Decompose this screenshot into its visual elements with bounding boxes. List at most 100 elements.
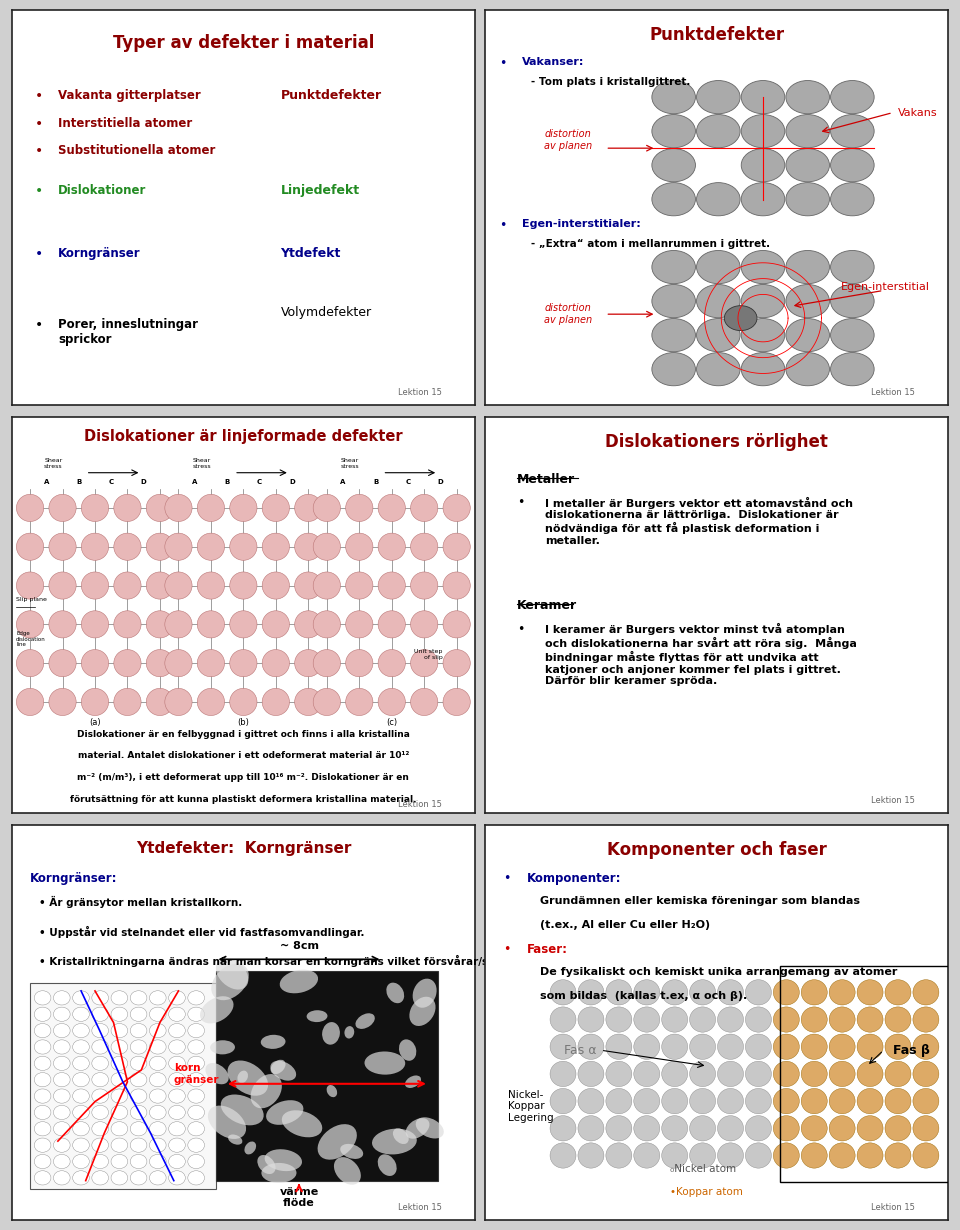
Ellipse shape [188, 1073, 204, 1087]
Text: Dislokationer är linjeformade defekter: Dislokationer är linjeformade defekter [84, 429, 402, 444]
Ellipse shape [725, 306, 757, 331]
Ellipse shape [188, 990, 204, 1005]
Ellipse shape [245, 1141, 256, 1155]
Ellipse shape [578, 1116, 604, 1141]
Ellipse shape [150, 1039, 166, 1054]
Ellipse shape [111, 1057, 128, 1070]
Ellipse shape [652, 319, 695, 352]
Ellipse shape [82, 533, 108, 561]
Ellipse shape [913, 1034, 939, 1059]
Ellipse shape [578, 1089, 604, 1113]
Text: ₀Nickel atom: ₀Nickel atom [670, 1164, 736, 1173]
Ellipse shape [169, 1106, 185, 1119]
Ellipse shape [165, 572, 192, 599]
Ellipse shape [169, 1122, 185, 1135]
Ellipse shape [578, 1061, 604, 1086]
Ellipse shape [169, 1073, 185, 1087]
Ellipse shape [346, 649, 372, 677]
Ellipse shape [399, 1039, 417, 1060]
Ellipse shape [355, 1014, 374, 1030]
Ellipse shape [829, 1034, 855, 1059]
Ellipse shape [829, 1116, 855, 1141]
Ellipse shape [661, 980, 687, 1005]
Ellipse shape [443, 533, 470, 561]
Ellipse shape [550, 980, 576, 1005]
Ellipse shape [197, 572, 225, 599]
Ellipse shape [92, 1155, 108, 1168]
Ellipse shape [16, 689, 44, 716]
Ellipse shape [150, 1057, 166, 1070]
Ellipse shape [197, 533, 225, 561]
Ellipse shape [313, 611, 341, 638]
Ellipse shape [228, 1060, 268, 1096]
Ellipse shape [606, 1143, 632, 1168]
Ellipse shape [165, 689, 192, 716]
Text: Dislokationer: Dislokationer [58, 183, 146, 197]
Ellipse shape [295, 649, 322, 677]
Ellipse shape [54, 1089, 70, 1103]
Ellipse shape [131, 1171, 147, 1184]
Ellipse shape [146, 494, 174, 522]
Ellipse shape [323, 1022, 340, 1044]
Ellipse shape [165, 611, 192, 638]
Text: Lektion 15: Lektion 15 [871, 796, 915, 804]
Ellipse shape [365, 1052, 405, 1075]
Ellipse shape [606, 980, 632, 1005]
Ellipse shape [697, 182, 740, 215]
Ellipse shape [697, 353, 740, 386]
Ellipse shape [188, 1155, 204, 1168]
Text: Lektion 15: Lektion 15 [397, 389, 442, 397]
Ellipse shape [73, 1007, 89, 1021]
Ellipse shape [829, 1143, 855, 1168]
Text: Punktdefekter: Punktdefekter [649, 26, 784, 43]
Ellipse shape [229, 572, 257, 599]
Text: Komponenter:: Komponenter: [526, 872, 621, 886]
Text: Fas α: Fas α [564, 1044, 596, 1057]
Ellipse shape [35, 990, 51, 1005]
Ellipse shape [165, 533, 192, 561]
Ellipse shape [208, 1106, 246, 1139]
Text: B: B [76, 478, 82, 485]
Ellipse shape [131, 1057, 147, 1070]
Ellipse shape [16, 649, 44, 677]
Ellipse shape [378, 689, 405, 716]
Ellipse shape [82, 689, 108, 716]
Text: Typer av defekter i material: Typer av defekter i material [112, 33, 374, 52]
Ellipse shape [741, 284, 785, 317]
Ellipse shape [210, 1041, 235, 1054]
Ellipse shape [188, 1039, 204, 1054]
Ellipse shape [606, 1089, 632, 1113]
Text: Nickel-
Koppar
Legering: Nickel- Koppar Legering [508, 1090, 554, 1123]
Ellipse shape [262, 689, 290, 716]
Ellipse shape [411, 494, 438, 522]
Ellipse shape [829, 1007, 855, 1032]
Ellipse shape [54, 1171, 70, 1184]
Ellipse shape [786, 284, 829, 317]
Ellipse shape [197, 611, 225, 638]
Ellipse shape [346, 494, 372, 522]
Ellipse shape [165, 649, 192, 677]
Ellipse shape [73, 1057, 89, 1070]
Ellipse shape [35, 1073, 51, 1087]
Ellipse shape [802, 1034, 828, 1059]
Ellipse shape [131, 1073, 147, 1087]
Text: (c): (c) [386, 718, 397, 727]
Ellipse shape [111, 1023, 128, 1038]
Ellipse shape [111, 990, 128, 1005]
Ellipse shape [295, 611, 322, 638]
Text: Slip plane: Slip plane [16, 597, 47, 601]
Text: Linjedefekt: Linjedefekt [280, 183, 360, 197]
Ellipse shape [114, 689, 141, 716]
Text: distortion
av planen: distortion av planen [544, 304, 592, 325]
Ellipse shape [386, 983, 404, 1004]
Ellipse shape [262, 611, 290, 638]
Ellipse shape [345, 1026, 354, 1038]
Ellipse shape [188, 1138, 204, 1153]
Text: Lektion 15: Lektion 15 [871, 1203, 915, 1213]
Text: Metaller: Metaller [517, 472, 575, 486]
Ellipse shape [262, 649, 290, 677]
Ellipse shape [885, 980, 911, 1005]
Ellipse shape [634, 1089, 660, 1113]
Ellipse shape [257, 1155, 276, 1175]
Ellipse shape [35, 1122, 51, 1135]
